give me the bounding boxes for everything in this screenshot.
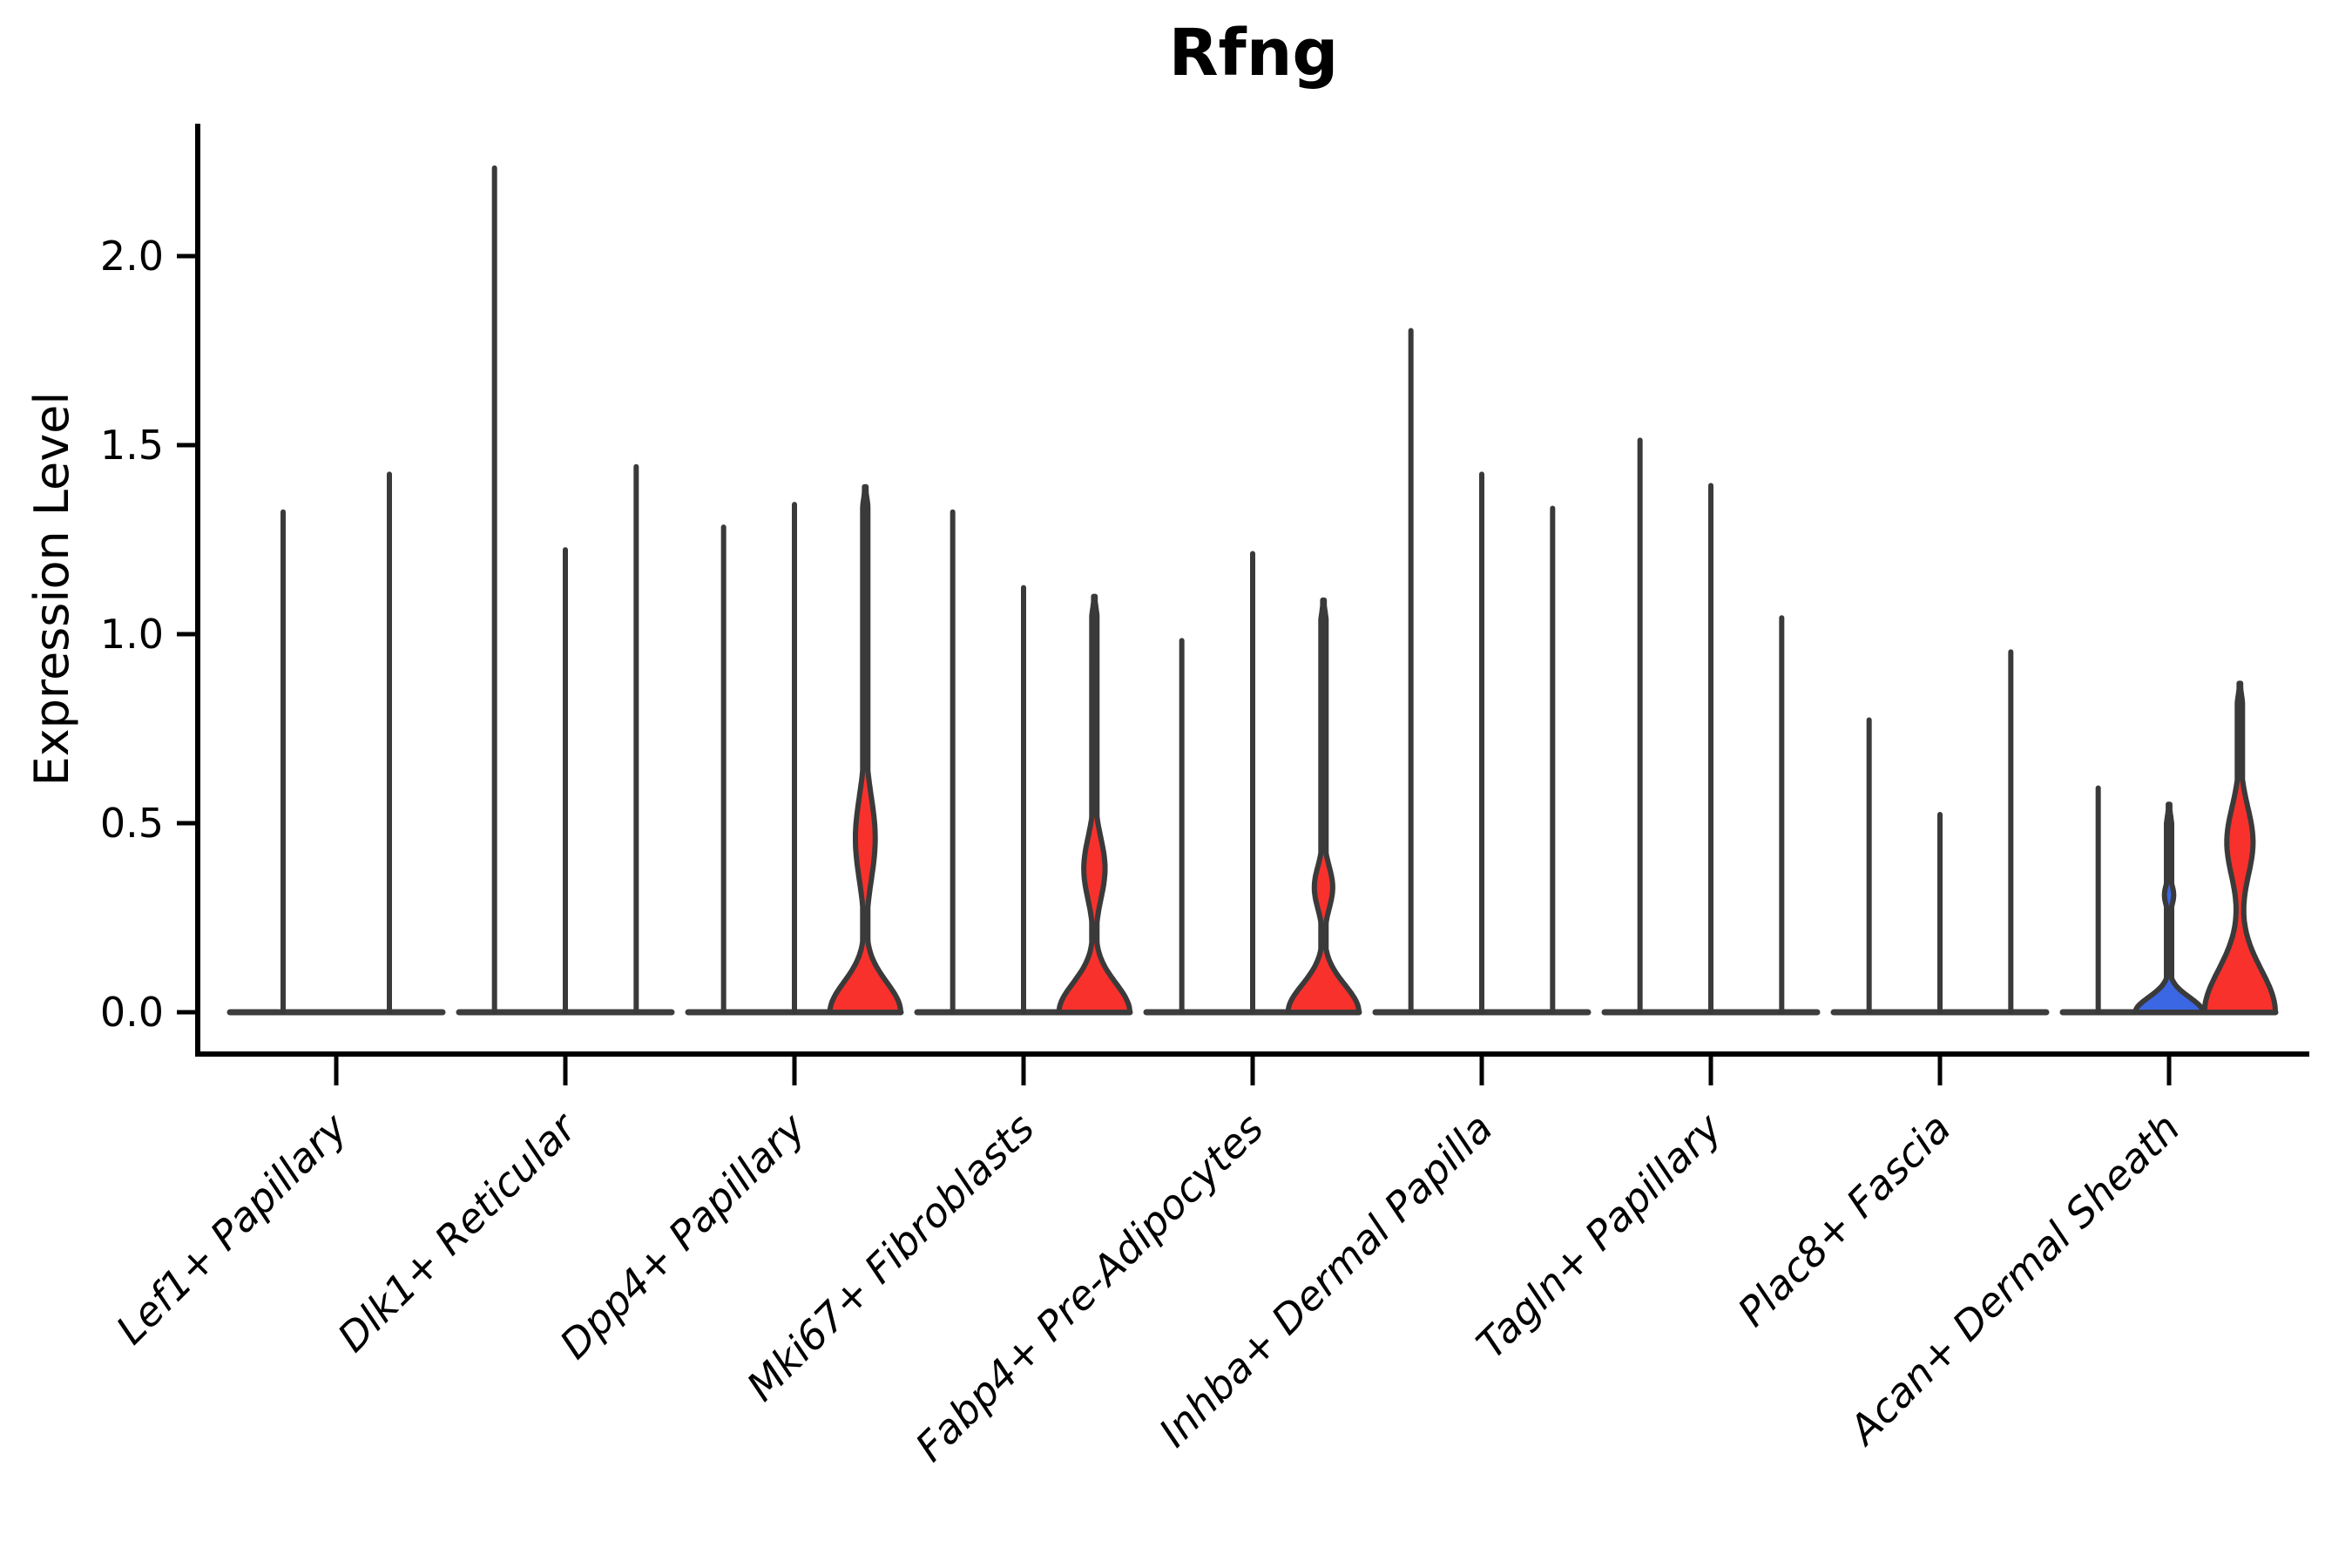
x-tick-label: Dpp4+ Papillary bbox=[551, 1104, 814, 1368]
y-tick-label: 2.0 bbox=[100, 233, 164, 280]
y-tick-label: 0.0 bbox=[100, 989, 164, 1036]
y-tick-label: 0.5 bbox=[100, 800, 164, 847]
y-tick-label: 1.0 bbox=[100, 611, 164, 658]
violin-red bbox=[2201, 680, 2278, 1015]
violin-red bbox=[1285, 597, 1362, 1015]
x-tick-label: Plac8+ Fascia bbox=[1728, 1105, 1959, 1335]
y-tick-label: 1.5 bbox=[100, 422, 164, 469]
violin-red bbox=[827, 483, 903, 1015]
x-tick-label: Dlk1+ Reticular bbox=[328, 1102, 587, 1361]
x-tick-label: Tagln+ Papillary bbox=[1467, 1104, 1731, 1368]
violin-red bbox=[1056, 593, 1132, 1015]
x-tick-label: Lef1+ Papillary bbox=[107, 1104, 356, 1353]
chart-title: Rfng bbox=[1168, 16, 1339, 91]
violin-blue bbox=[2132, 801, 2206, 1015]
